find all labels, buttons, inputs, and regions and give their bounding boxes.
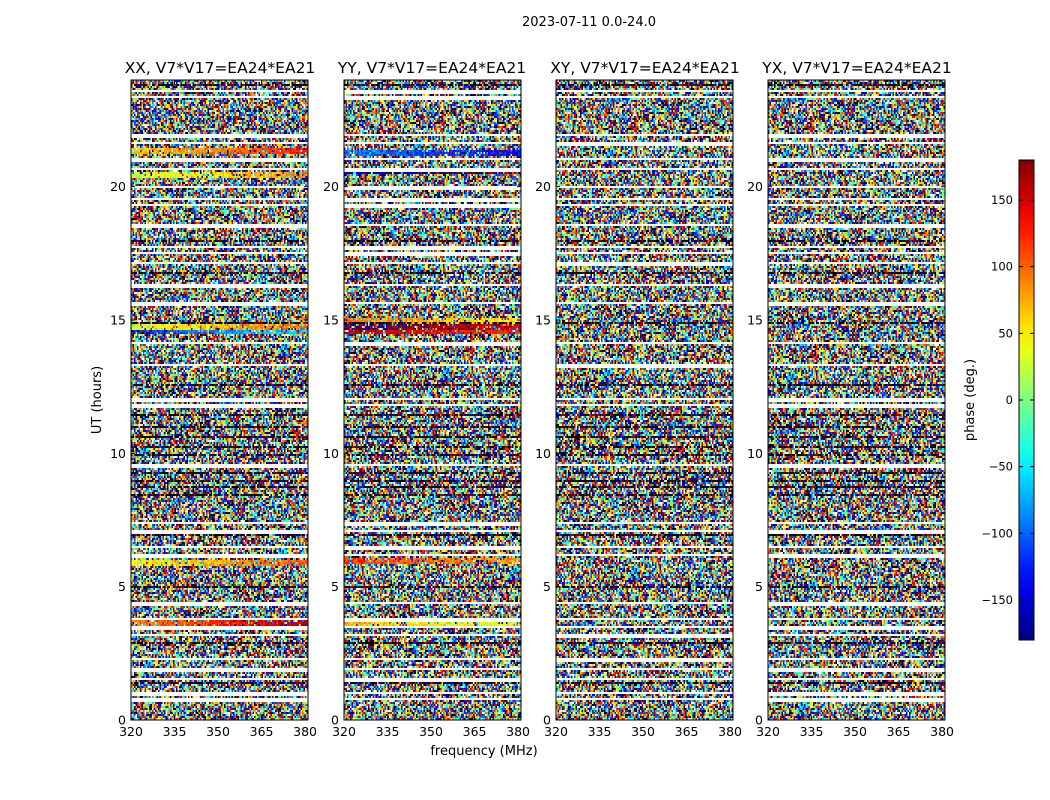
x-tick-label: 380 — [930, 724, 954, 739]
x-tick-label: 380 — [718, 724, 742, 739]
panel-xx: XX, V7*V17=EA24*EA21 320 335 350 365 380 0 5 10… — [110, 59, 317, 739]
colorbar-tick-label: 100 — [991, 260, 1013, 274]
colorbar-tick-label: −100 — [981, 526, 1013, 540]
x-tick-label: 335 — [163, 724, 187, 739]
x-tick-label: 380 — [293, 724, 317, 739]
x-tick-label: 380 — [506, 724, 530, 739]
x-tick-label: 365 — [675, 724, 699, 739]
heatmap-image — [556, 80, 733, 720]
y-tick-label: 15 — [110, 313, 126, 328]
y-tick-label: 20 — [110, 179, 126, 194]
y-tick-label: 10 — [747, 446, 763, 461]
x-tick-label: 320 — [119, 724, 143, 739]
x-tick-label: 365 — [887, 724, 911, 739]
x-tick-label: 335 — [588, 724, 612, 739]
panel-title: XY, V7*V17=EA24*EA21 — [550, 59, 739, 77]
colorbar: −150 −100 −50 0 50 100 150 — [981, 159, 1035, 641]
panel-title: YX, V7*V17=EA24*EA21 — [761, 59, 951, 77]
x-tick-label: 320 — [544, 724, 568, 739]
y-tick-label: 20 — [535, 179, 551, 194]
plot-frame — [343, 79, 522, 721]
panel-title: YY, V7*V17=EA24*EA21 — [337, 59, 526, 77]
y-tick-label: 5 — [543, 579, 551, 594]
x-tick-label: 320 — [332, 724, 356, 739]
x-tick-label: 320 — [756, 724, 780, 739]
panel-title: XX, V7*V17=EA24*EA21 — [125, 59, 316, 77]
y-tick-label: 0 — [118, 713, 126, 728]
colorbar-label: phase (deg.) — [963, 359, 978, 441]
colorbar-tick-label: −50 — [989, 460, 1013, 474]
plot-frame — [555, 79, 734, 721]
x-tick-label: 365 — [463, 724, 487, 739]
x-tick-label: 350 — [419, 724, 443, 739]
colorbar-tick-label: 0 — [1006, 393, 1013, 407]
plot-frame — [130, 79, 309, 721]
panel-yx: YX, V7*V17=EA24*EA21 320 335 350 365 380 0 5 10… — [747, 59, 954, 739]
y-tick-label: 10 — [535, 446, 551, 461]
panel-xy: XY, V7*V17=EA24*EA21 320 335 350 365 380 0 5 10… — [535, 59, 742, 739]
heatmap-image — [344, 80, 521, 720]
y-tick-label: 0 — [755, 713, 763, 728]
y-tick-label: 15 — [323, 313, 339, 328]
y-tick-label: 0 — [543, 713, 551, 728]
figure-suptitle: 2023-07-11 0.0-24.0 — [522, 15, 656, 30]
y-tick-label: 15 — [535, 313, 551, 328]
y-tick-label: 5 — [118, 579, 126, 594]
x-tick-label: 350 — [631, 724, 655, 739]
y-tick-label: 10 — [110, 446, 126, 461]
plot-frame — [767, 79, 946, 721]
colorbar-tick-label: 50 — [998, 326, 1013, 340]
heatmap-image — [768, 80, 945, 720]
colorbar-tick-label: −150 — [981, 593, 1013, 607]
colorbar-tick-label: 150 — [991, 193, 1013, 207]
x-axis-label: frequency (MHz) — [430, 744, 537, 759]
y-axis-label: UT (hours) — [90, 366, 105, 434]
x-tick-label: 335 — [376, 724, 400, 739]
y-tick-label: 20 — [747, 179, 763, 194]
y-tick-label: 5 — [331, 579, 339, 594]
y-tick-label: 15 — [747, 313, 763, 328]
y-tick-label: 0 — [331, 713, 339, 728]
panel-yy: YY, V7*V17=EA24*EA21 320 335 350 365 380 0 5 10… — [323, 59, 530, 739]
y-tick-label: 20 — [323, 179, 339, 194]
heatmap-image — [131, 80, 308, 720]
y-tick-label: 5 — [755, 579, 763, 594]
x-tick-label: 335 — [800, 724, 824, 739]
x-tick-label: 350 — [206, 724, 230, 739]
y-tick-label: 10 — [323, 446, 339, 461]
x-tick-label: 365 — [250, 724, 274, 739]
x-tick-label: 350 — [843, 724, 867, 739]
